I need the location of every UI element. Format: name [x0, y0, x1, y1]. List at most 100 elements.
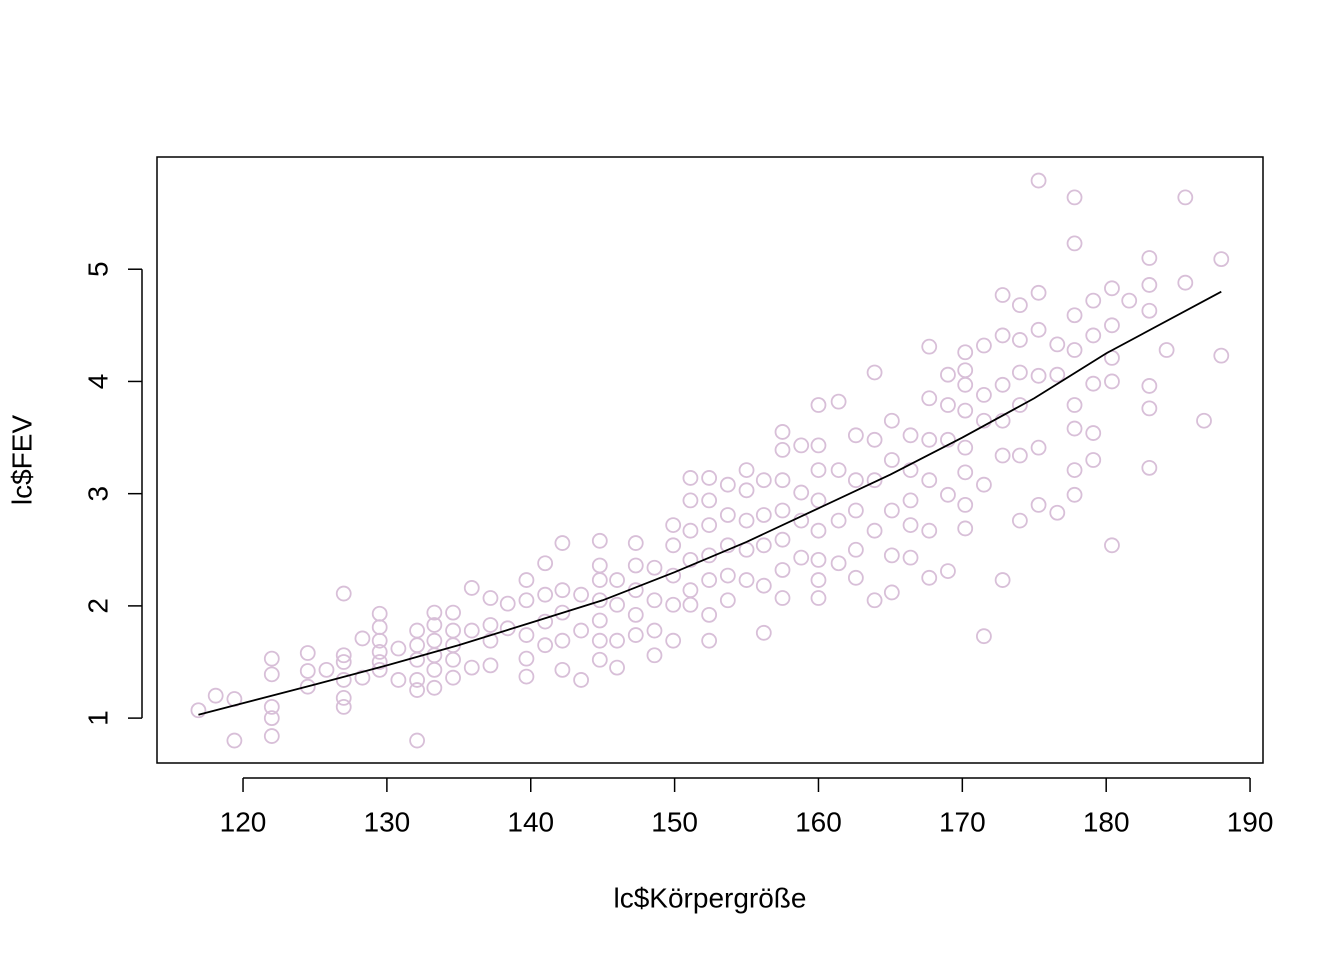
point: [390, 640, 407, 657]
point: [682, 492, 699, 509]
point: [755, 577, 772, 594]
point: [921, 522, 938, 539]
point: [1141, 302, 1158, 319]
point: [940, 397, 956, 413]
point: [902, 517, 919, 533]
point: [573, 672, 590, 688]
point: [1030, 172, 1047, 189]
point: [335, 654, 352, 670]
point: [627, 535, 644, 551]
point: [774, 590, 791, 606]
point: [591, 651, 608, 668]
point: [371, 644, 388, 660]
point: [810, 551, 827, 568]
point: [354, 669, 371, 686]
point: [537, 555, 554, 572]
x-tick-label: 180: [1083, 806, 1130, 837]
point: [263, 698, 280, 715]
point: [1085, 452, 1102, 468]
point: [665, 517, 682, 533]
point: [537, 613, 554, 630]
point: [1104, 373, 1120, 390]
point: [482, 657, 499, 674]
point: [738, 512, 755, 529]
point: [902, 492, 919, 509]
point: [409, 637, 425, 654]
point: [883, 584, 900, 601]
point: [263, 728, 280, 744]
smooth-line: [198, 290, 1222, 716]
point: [1121, 292, 1138, 309]
point: [537, 637, 554, 654]
point: [957, 520, 974, 537]
point: [1066, 397, 1083, 413]
point: [665, 632, 682, 649]
point: [1066, 420, 1083, 437]
point: [719, 537, 736, 554]
point: [646, 622, 663, 639]
point: [335, 690, 352, 706]
x-tick-label: 190: [1227, 806, 1274, 837]
point: [190, 702, 207, 719]
point: [1049, 336, 1066, 353]
point: [627, 627, 644, 643]
point: [976, 337, 992, 354]
point: [646, 559, 663, 576]
point: [518, 650, 535, 667]
point: [1066, 235, 1083, 252]
point: [537, 586, 554, 603]
point: [1011, 332, 1028, 348]
x-tick-label: 120: [220, 806, 267, 837]
point: [299, 663, 316, 679]
point: [409, 732, 425, 749]
point: [371, 654, 388, 670]
point: [445, 669, 461, 686]
point: [371, 605, 388, 622]
point: [1085, 327, 1102, 344]
point: [755, 624, 772, 641]
point: [409, 682, 425, 698]
point: [1141, 250, 1158, 266]
point: [921, 338, 938, 355]
point: [1066, 189, 1083, 206]
point: [976, 412, 992, 429]
point: [902, 462, 919, 479]
point: [1141, 400, 1158, 417]
point: [646, 647, 663, 664]
point: [902, 549, 919, 566]
point: [940, 563, 956, 579]
point: [866, 472, 883, 489]
x-tick-label: 170: [939, 806, 986, 837]
point: [774, 531, 791, 548]
x-tick-label: 130: [364, 806, 411, 837]
point: [738, 482, 755, 499]
point: [335, 647, 352, 664]
point: [1066, 462, 1083, 479]
point: [921, 390, 938, 407]
point: [1085, 375, 1102, 392]
point: [646, 592, 663, 609]
point: [902, 427, 919, 444]
point: [335, 698, 352, 715]
point: [426, 617, 443, 633]
point: [921, 431, 938, 448]
point: [609, 632, 625, 649]
point: [830, 462, 847, 479]
point: [609, 596, 625, 613]
point: [318, 661, 335, 678]
point: [1030, 284, 1047, 301]
point: [940, 486, 956, 503]
point: [883, 412, 900, 429]
x-tick-label: 150: [651, 806, 698, 837]
point: [957, 376, 974, 393]
point: [866, 364, 883, 381]
point: [682, 596, 699, 613]
point: [445, 604, 461, 621]
point: [591, 612, 608, 629]
point: [701, 572, 718, 588]
point: [682, 522, 699, 539]
point: [1011, 364, 1028, 381]
point: [1030, 321, 1047, 338]
point: [830, 393, 847, 410]
